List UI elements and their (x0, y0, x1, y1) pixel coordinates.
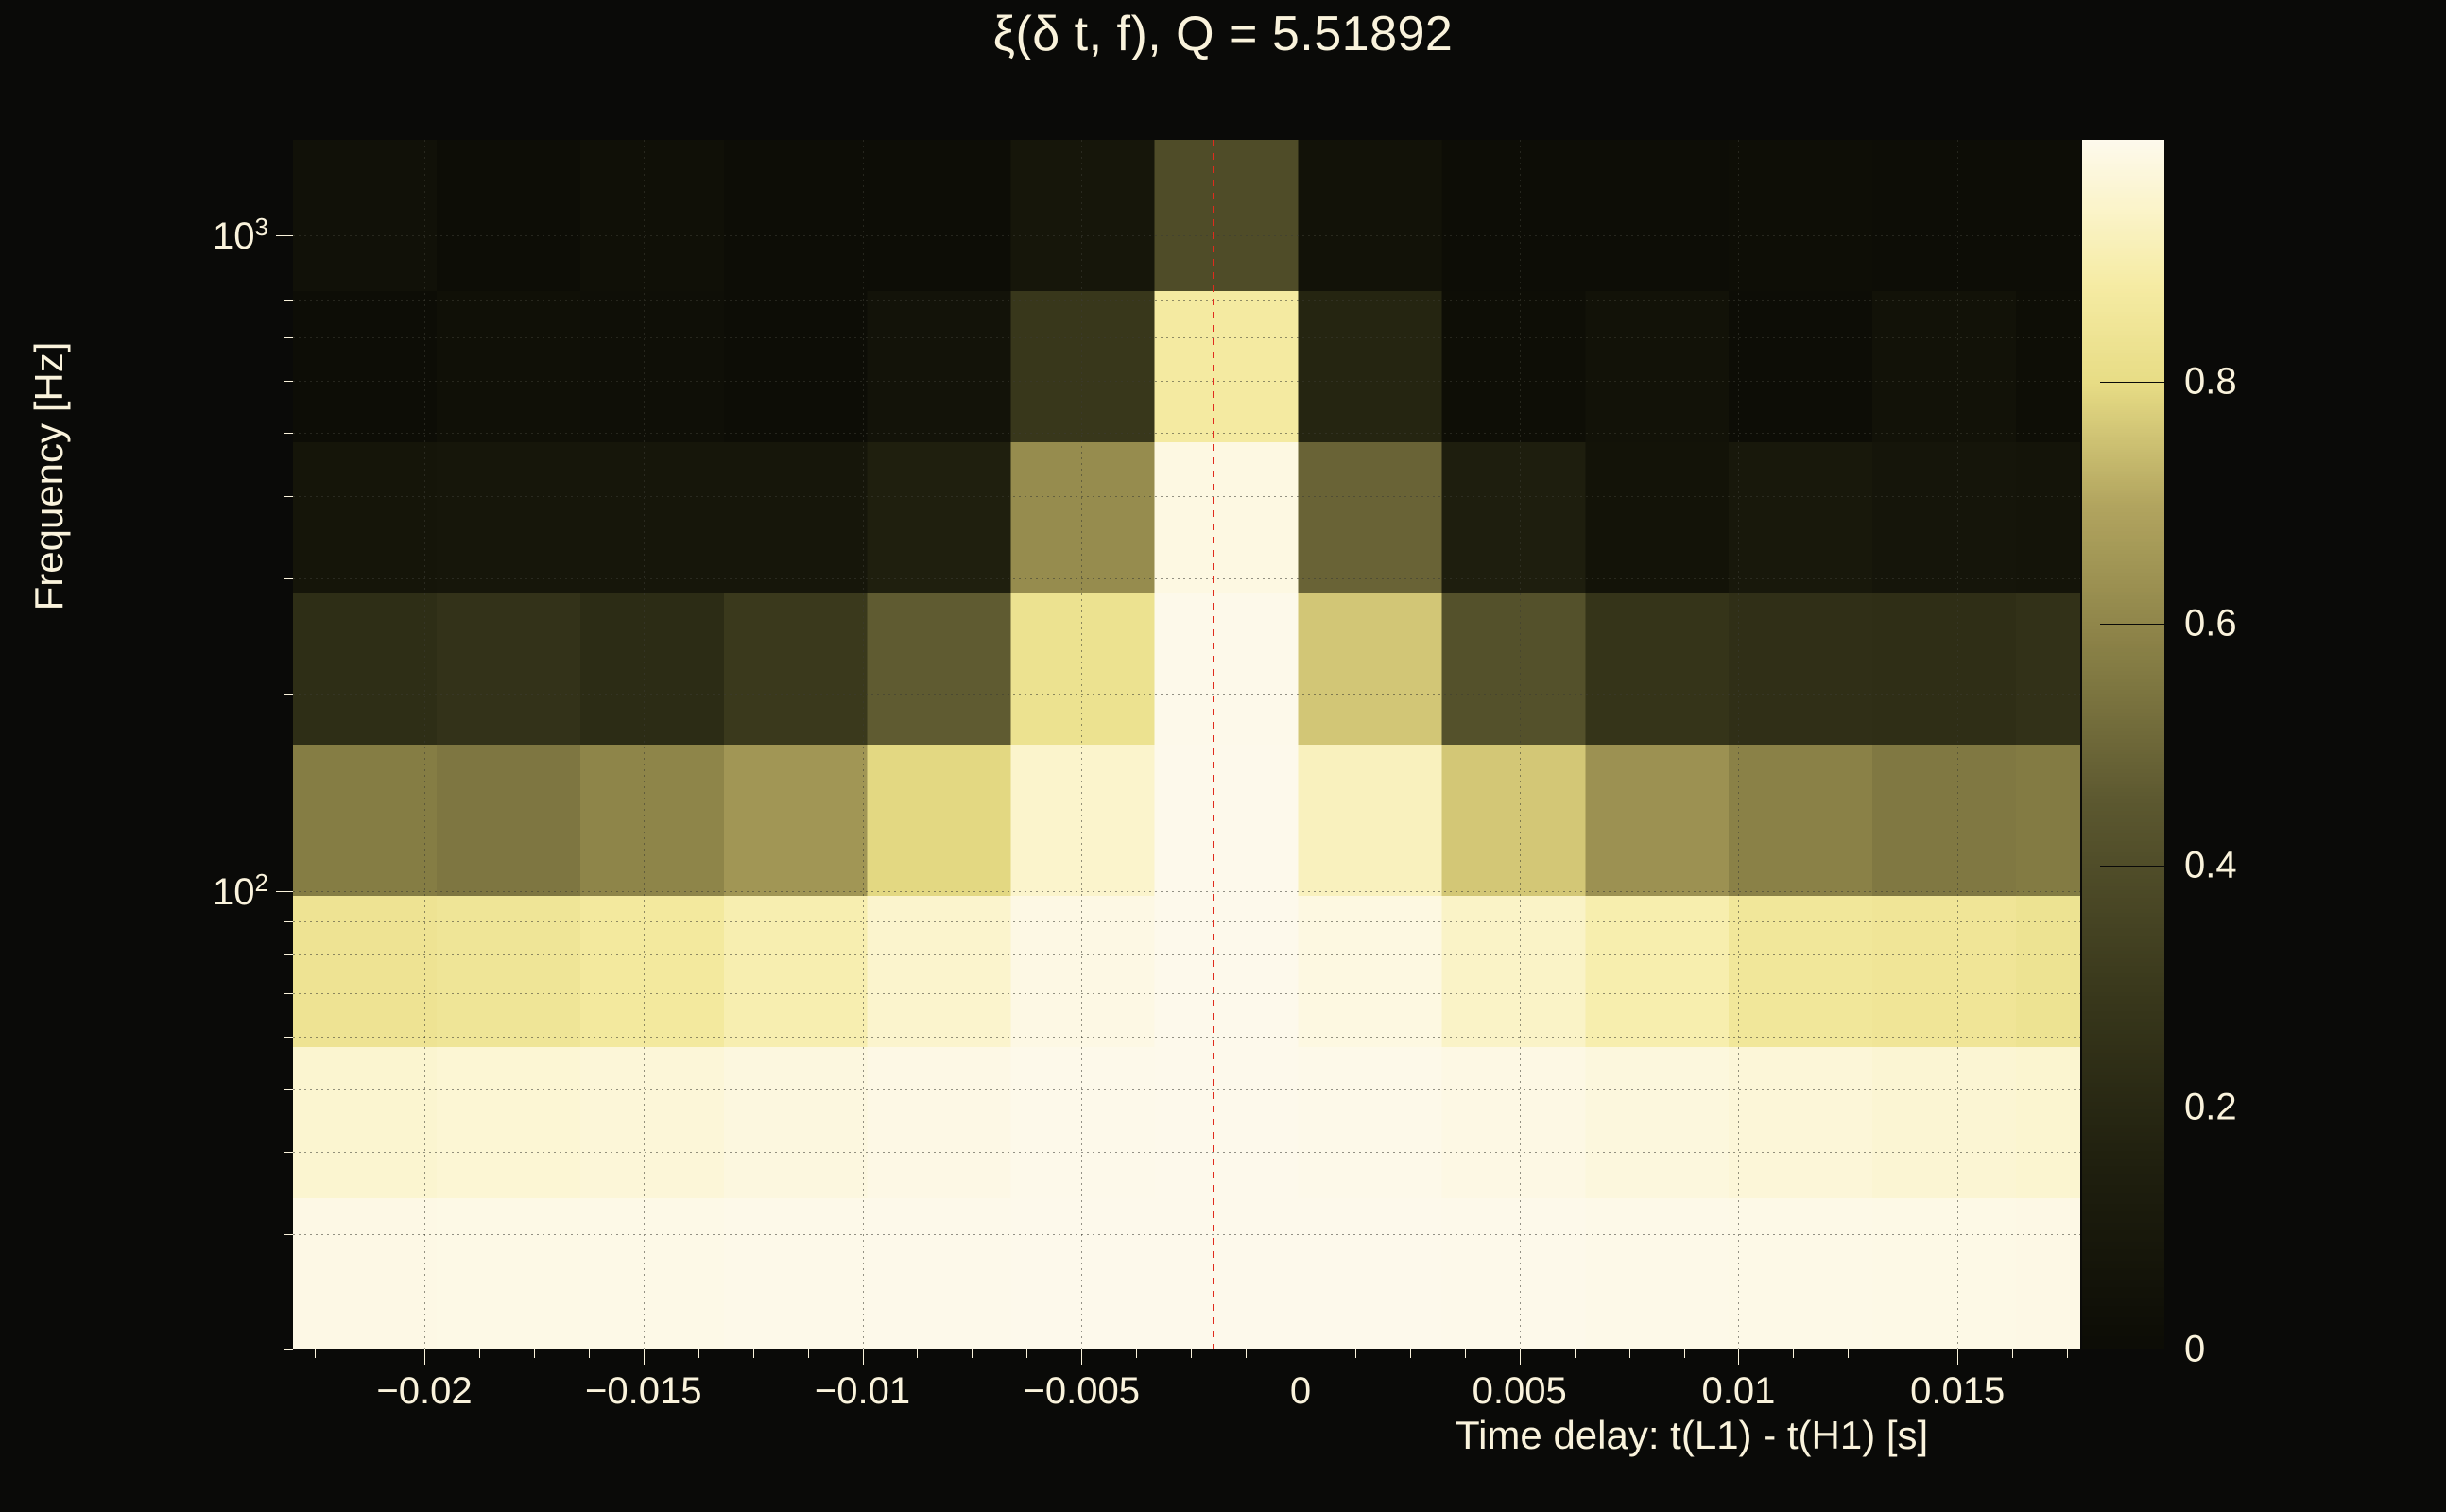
x-axis-tick-minor (1957, 1349, 1959, 1358)
x-axis-tick-minor (972, 1349, 973, 1358)
y-axis-tick-minor (284, 578, 293, 580)
colorbar-tick-label: 0 (2184, 1328, 2206, 1370)
x-axis-tick-minor (1026, 1349, 1028, 1358)
x-axis-tick (1738, 1349, 1740, 1365)
y-axis-tick-minor (284, 1088, 293, 1090)
x-axis-tick (1957, 1349, 1959, 1365)
y-tick-exponent: 2 (254, 868, 268, 897)
colorbar-tick (2100, 624, 2164, 625)
x-axis-tick-minor (2067, 1349, 2069, 1358)
x-axis-tick-minor (1136, 1349, 1138, 1358)
x-axis-tick-minor (1246, 1349, 1248, 1358)
y-axis-tick-minor (284, 336, 293, 338)
x-axis-title: Time delay: t(L1) - t(H1) [s] (1456, 1413, 1929, 1457)
x-axis-tick-label: −0.015 (585, 1370, 702, 1412)
y-tick-mantissa: 10 (213, 871, 255, 914)
x-axis-tick-label: 0.015 (1910, 1370, 2006, 1412)
colorbar-tick-label: 0.6 (2184, 602, 2237, 644)
colorbar-tick (2100, 382, 2164, 383)
x-axis-tick-minor (643, 1349, 645, 1358)
x-axis-tick-minor (807, 1349, 809, 1358)
x-axis-tick-label: 0.005 (1472, 1370, 1567, 1412)
y-tick-mantissa: 10 (213, 215, 255, 258)
y-axis-tick-minor (284, 496, 293, 498)
colorbar-tick (2100, 866, 2164, 867)
x-axis-tick-minor (1683, 1349, 1685, 1358)
x-axis-tick-minor (2012, 1349, 2014, 1358)
x-axis-tick-minor (1464, 1349, 1466, 1358)
x-axis-tick-label: −0.01 (814, 1370, 911, 1412)
y-axis-tick-minor (284, 992, 293, 994)
y-tick-exponent: 3 (254, 213, 268, 242)
y-axis-tick-minor (284, 1037, 293, 1038)
x-axis-tick-minor (1574, 1349, 1576, 1358)
x-axis-tick-minor (1354, 1349, 1356, 1358)
x-axis-tick-minor (752, 1349, 754, 1358)
y-axis-tick-minor (284, 694, 293, 696)
x-axis-tick-label: 0.01 (1701, 1370, 1776, 1412)
y-axis-tick-minor (284, 954, 293, 956)
x-axis-tick-minor (1191, 1349, 1193, 1358)
y-axis-tick-minor (284, 381, 293, 383)
colorbar-tick-label: 0.2 (2184, 1086, 2237, 1128)
heatmap-plot-area (293, 140, 2080, 1349)
x-axis-tick-minor (1793, 1349, 1795, 1358)
x-axis-tick-minor (588, 1349, 590, 1358)
x-axis-tick-label: 0 (1289, 1370, 1312, 1412)
x-axis-tick (424, 1349, 426, 1365)
x-axis-tick-minor (1848, 1349, 1850, 1358)
x-axis-tick-minor (862, 1349, 864, 1358)
y-axis-tick-label: 103 (213, 213, 268, 258)
heatmap-image (293, 140, 2080, 1349)
y-axis-tick-label: 102 (213, 868, 268, 914)
x-axis-tick-minor (1628, 1349, 1630, 1358)
y-axis-title: Frequency [Hz] (26, 341, 71, 611)
y-axis-tick (276, 891, 293, 893)
y-axis-tick-minor (284, 1349, 293, 1350)
x-axis-tick-minor (424, 1349, 426, 1358)
y-axis-tick-minor (284, 433, 293, 435)
y-axis-tick-minor (284, 1233, 293, 1235)
x-axis-tick (1519, 1349, 1521, 1365)
x-axis-tick-minor (917, 1349, 919, 1358)
x-axis-tick-label: −0.005 (1023, 1370, 1140, 1412)
y-axis-tick-minor (284, 920, 293, 922)
colorbar-tick-label: 0.4 (2184, 844, 2237, 886)
x-axis-tick (643, 1349, 645, 1365)
x-axis-tick-minor (1738, 1349, 1740, 1358)
chart-title: ξ(δ t, f), Q = 5.51892 (992, 7, 1454, 61)
x-axis-tick-minor (1081, 1349, 1083, 1358)
x-axis-tick-minor (1409, 1349, 1411, 1358)
colorbar: 0 0.2 0.4 0.6 0.8 (2082, 140, 2237, 1370)
x-axis-tick-label: −0.02 (376, 1370, 473, 1412)
x-axis-tick-minor (315, 1349, 317, 1358)
peak-delay-marker-line (1213, 140, 1215, 1349)
y-axis-tick-minor (284, 1152, 293, 1154)
x-axis-tick (862, 1349, 864, 1365)
y-axis-tick (276, 235, 293, 237)
x-axis-tick (1081, 1349, 1083, 1365)
x-axis-tick-minor (698, 1349, 699, 1358)
x-axis-tick-minor (1519, 1349, 1521, 1358)
x-axis-tick-minor (478, 1349, 480, 1358)
colorbar-tick-label: 0.8 (2184, 360, 2237, 403)
y-axis-tick-minor (284, 299, 293, 301)
x-axis-tick-minor (533, 1349, 535, 1358)
